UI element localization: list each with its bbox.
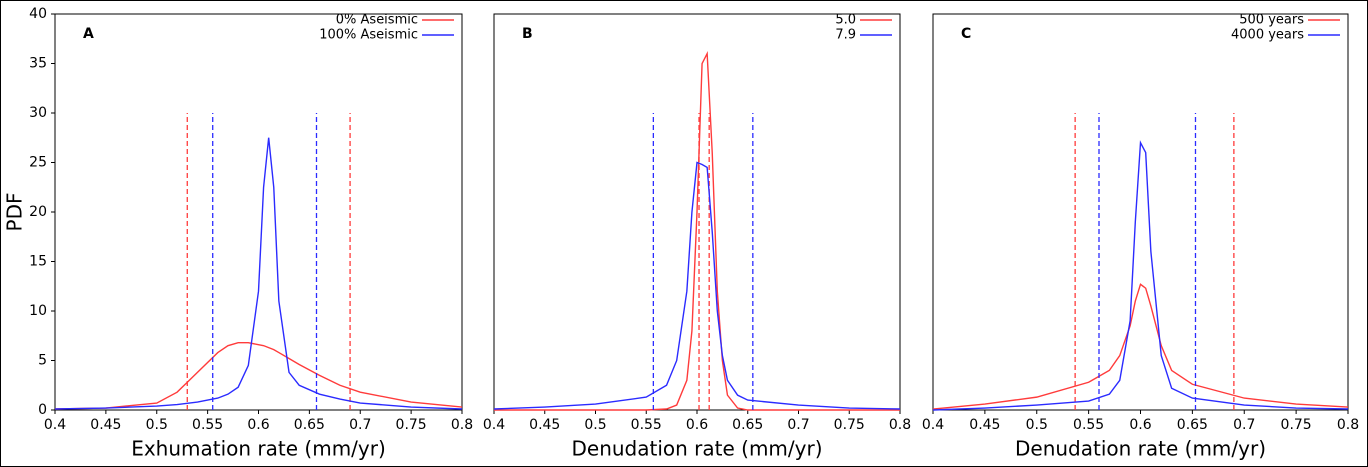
x-tick-label: 0.6 [247, 417, 269, 433]
x-tick-label: 0.75 [834, 417, 865, 433]
y-tick-label: 30 [29, 105, 47, 121]
x-tick-label: 0.55 [631, 417, 662, 433]
y-tick-label: 35 [29, 56, 47, 72]
x-tick-label: 0.4 [44, 417, 66, 433]
x-axis-label: Denudation rate (mm/yr) [571, 437, 822, 461]
x-tick-label: 0.45 [529, 417, 560, 433]
x-tick-label: 0.7 [1233, 417, 1255, 433]
y-tick-label: 10 [29, 303, 47, 319]
series-line [494, 50, 900, 411]
x-tick-label: 0.75 [1281, 417, 1312, 433]
x-tick-label: 0.65 [1177, 417, 1208, 433]
legend-label: 4000 years [1231, 28, 1304, 43]
x-tick-label: 0.55 [1073, 417, 1104, 433]
series-line [932, 140, 1349, 411]
y-tick-label: 25 [29, 155, 47, 171]
x-tick-label: 0.8 [451, 417, 473, 433]
x-tick-label: 0.7 [349, 417, 371, 433]
x-tick-label: 0.65 [294, 417, 325, 433]
y-tick-label: 20 [29, 204, 47, 220]
x-tick-label: 0.6 [686, 417, 708, 433]
series-line [54, 341, 463, 410]
legend-label: 100% Aseismic [319, 28, 418, 43]
x-tick-label: 0.6 [1129, 417, 1151, 433]
legend-label: 5.0 [835, 13, 856, 28]
y-tick-label: 5 [38, 353, 47, 369]
series-line [493, 161, 901, 410]
y-tick-label: 40 [29, 6, 47, 22]
panel-label: A [83, 26, 94, 42]
series-line [54, 137, 463, 410]
x-tick-label: 0.7 [787, 417, 809, 433]
legend-label: 500 years [1239, 13, 1304, 28]
x-tick-label: 0.8 [1337, 417, 1359, 433]
legend-label: 0% Aseismic [336, 13, 418, 28]
legend-label: 7.9 [835, 28, 856, 43]
x-tick-label: 0.45 [90, 417, 121, 433]
x-axis-label: Denudation rate (mm/yr) [1015, 437, 1266, 461]
x-tick-label: 0.45 [969, 417, 1000, 433]
x-tick-label: 0.4 [922, 417, 944, 433]
x-tick-label: 0.65 [732, 417, 763, 433]
y-axis-label: PDF [3, 193, 27, 232]
panel-label: B [522, 26, 533, 42]
x-tick-label: 0.8 [889, 417, 911, 433]
x-tick-label: 0.5 [1026, 417, 1048, 433]
panel-label: C [961, 26, 971, 42]
x-tick-label: 0.4 [483, 417, 505, 433]
y-tick-label: 15 [29, 254, 47, 270]
x-axis-label: Exhumation rate (mm/yr) [131, 437, 386, 461]
x-tick-label: 0.75 [396, 417, 427, 433]
y-tick-label: 0 [38, 402, 47, 418]
series-line [932, 283, 1349, 410]
x-tick-label: 0.5 [584, 417, 606, 433]
x-tick-label: 0.55 [192, 417, 223, 433]
x-tick-label: 0.5 [146, 417, 168, 433]
